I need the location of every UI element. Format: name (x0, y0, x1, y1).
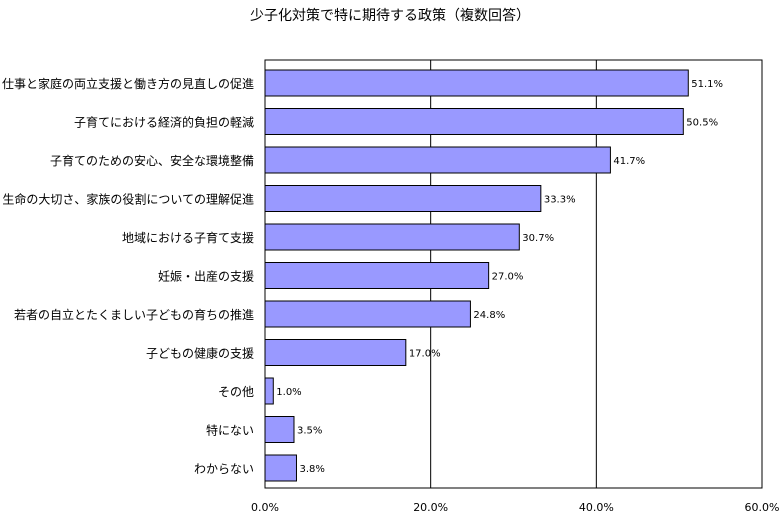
category-label: その他 (218, 385, 254, 399)
category-label: わからない (194, 462, 254, 476)
category-label: 若者の自立とたくましい子どもの育ちの推進 (14, 307, 254, 322)
bar (264, 454, 297, 482)
data-label: 24.8% (473, 310, 505, 321)
bar (264, 108, 684, 135)
data-label: 3.5% (297, 426, 322, 437)
x-tick-label: 20.0% (413, 501, 448, 514)
category-label: 地域における子育て支援 (122, 230, 254, 245)
bar (264, 416, 295, 443)
bar (264, 377, 274, 405)
category-label: 特にない (206, 423, 254, 438)
x-tick-label: 40.0% (579, 501, 614, 514)
category-label: 生命の大切さ、家族の役割についての理解促進 (2, 192, 254, 207)
data-label: 41.7% (613, 156, 645, 167)
bar (264, 339, 407, 366)
data-label: 27.0% (492, 272, 524, 283)
bar (264, 146, 611, 174)
bar (264, 69, 689, 97)
category-label: 子どもの健康の支援 (146, 346, 254, 361)
bar (264, 300, 471, 328)
chart-title: 少子化対策で特に期待する政策（複数回答） (250, 7, 530, 24)
data-label: 17.0% (409, 349, 441, 360)
bar (264, 185, 542, 212)
data-label: 33.3% (544, 195, 576, 206)
data-label: 50.5% (686, 118, 718, 129)
bar (264, 262, 490, 289)
data-label: 1.0% (276, 387, 301, 398)
category-label: 仕事と家庭の両立支援と働き方の見直しの促進 (2, 76, 254, 91)
data-label: 30.7% (522, 233, 554, 244)
data-label: 51.1% (691, 79, 723, 90)
category-label: 子育てにおける経済的負担の軽減 (74, 115, 254, 130)
category-label: 子育てのための安心、安全な環境整備 (50, 153, 254, 168)
x-tick-label: 60.0% (745, 501, 780, 514)
data-label: 3.8% (299, 464, 324, 475)
category-label: 妊娠・出産の支援 (158, 269, 254, 284)
bar (264, 223, 520, 251)
x-tick-label: 0.0% (251, 501, 279, 514)
